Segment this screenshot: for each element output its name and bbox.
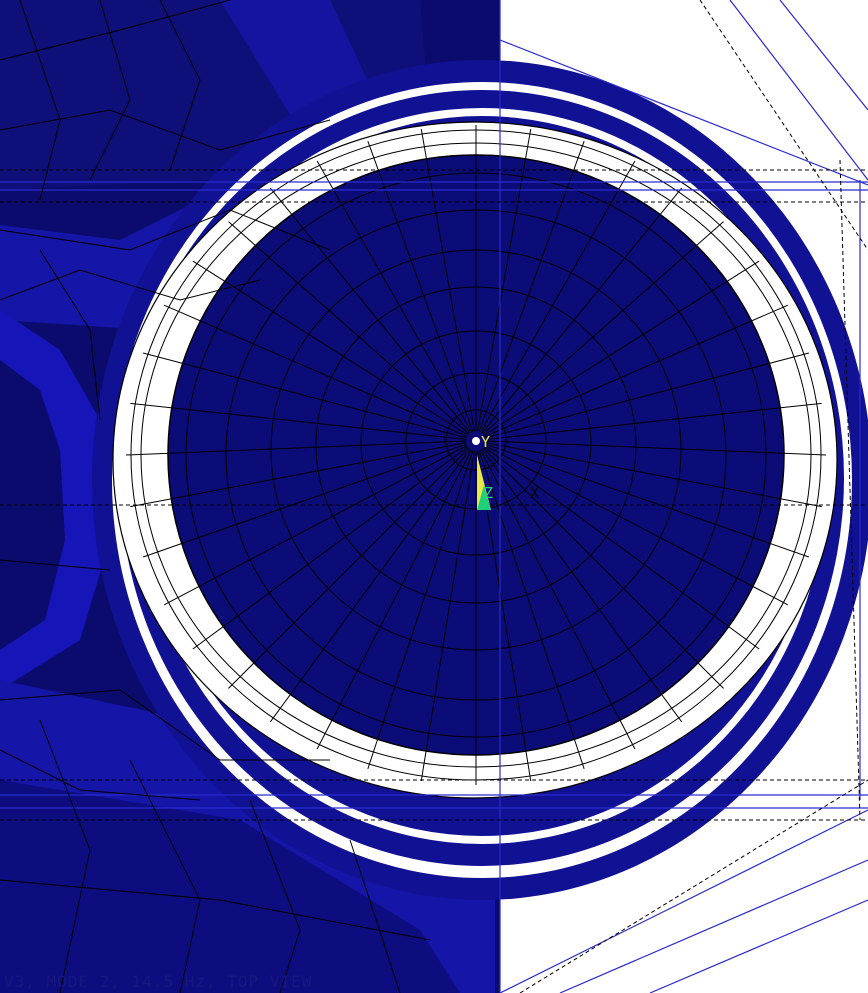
mesh-radial-line	[125, 440, 467, 456]
mesh-radial-line	[228, 221, 470, 435]
mesh-radial-line	[485, 352, 809, 439]
mesh-radial-line	[420, 450, 475, 782]
mesh-radial-line	[485, 443, 810, 558]
mesh-radial-line	[478, 450, 585, 770]
mesh-radial-line	[485, 440, 827, 456]
mesh-radial-line	[484, 304, 789, 437]
mesh-radial-line	[420, 128, 475, 432]
mesh-radial-line	[483, 446, 760, 650]
mesh-radial-line	[163, 304, 468, 437]
triad-x-label: X	[530, 484, 539, 502]
mesh-radial-line	[192, 260, 469, 436]
triad-z-arrow	[477, 455, 491, 510]
top-strip	[430, 0, 500, 40]
coordinate-triad-icon: Y Z X	[472, 433, 539, 510]
left-housing-inner	[0, 360, 65, 650]
mesh-radial-line	[269, 448, 471, 723]
triad-y-label: Y	[481, 433, 490, 451]
mesh-radial-line	[143, 352, 467, 439]
mesh-radial-line	[269, 187, 471, 434]
mesh-radial-line	[228, 447, 470, 689]
view-caption: V3, MODE 2, 14.5 Hz, TOP VIEW	[4, 972, 313, 991]
mesh-radial-line	[481, 187, 683, 434]
mesh-radial-line	[130, 442, 467, 508]
mesh-radial-line	[130, 402, 467, 440]
mesh-radial-line	[192, 446, 469, 650]
mesh-radial-line	[367, 450, 474, 770]
mesh-radial-line	[484, 445, 789, 606]
origin-marker-icon	[472, 437, 480, 445]
mesh-radials	[125, 125, 827, 785]
mesh-radial-line	[480, 160, 636, 433]
left-structure-mesh	[0, 0, 431, 993]
triad-z-arrow-tip	[477, 485, 491, 510]
mesh-radial-line	[163, 445, 468, 606]
triad-z-label: Z	[484, 484, 493, 502]
mesh-radial-line	[316, 449, 472, 750]
mesh-radial-line	[485, 442, 822, 508]
mesh-radial-line	[482, 447, 724, 689]
mesh-radial-line	[477, 128, 532, 432]
mesh-radial-line	[480, 449, 636, 750]
mesh-radial-line	[316, 160, 472, 433]
lower-left-rib-shadow	[0, 780, 460, 993]
mesh-radial-line	[483, 260, 760, 436]
mesh-radial-line	[482, 221, 724, 435]
mesh-radial-line	[485, 402, 822, 440]
mesh-radial-line	[142, 443, 467, 558]
mesh-radial-line	[481, 448, 683, 723]
